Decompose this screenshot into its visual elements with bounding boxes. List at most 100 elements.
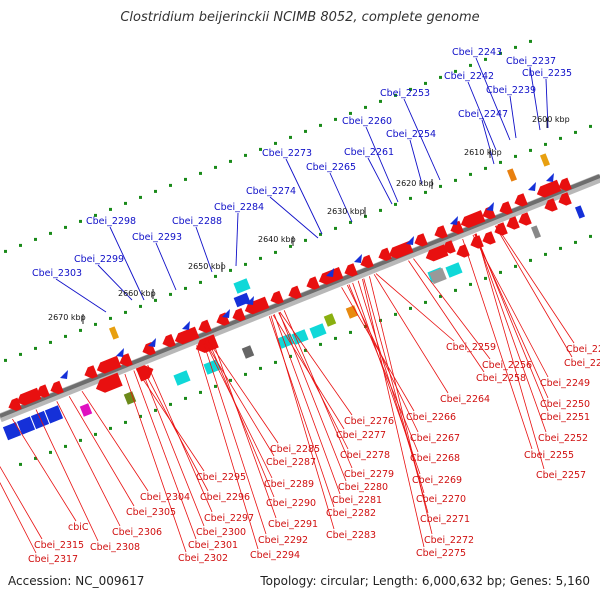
gene-arrow [546, 173, 554, 182]
gene-label: Cbei_2300 [196, 527, 246, 538]
gene-label: Cbei_2298 [86, 216, 136, 227]
gene-label: Cbei_2281 [332, 495, 382, 506]
gene-arrow [198, 319, 212, 333]
label-leader-line [109, 226, 145, 301]
accession-text: Accession: NC_009617 [8, 574, 145, 588]
gene-arrow [16, 387, 42, 406]
guide-dot [19, 243, 22, 247]
scale-ticks: 2600 kbp 2610 kbp 2620 kbp 2630 kbp 2640 kbp… [48, 115, 570, 324]
guide-dot [139, 304, 142, 308]
label-leader-line [348, 284, 419, 453]
gene-arrow [536, 179, 562, 198]
gene-block [277, 333, 295, 349]
label-leader-line [12, 418, 77, 522]
gene-label: Cbei_2282 [326, 508, 376, 519]
label-leader-line [509, 95, 517, 139]
gene-label: Cbei_2280 [338, 482, 388, 493]
gene-arrow [270, 290, 284, 305]
gene-label: Cbei_2303 [32, 268, 82, 279]
gene-label: Cbei_2297 [204, 513, 254, 524]
gene-label: Cbei_2279 [344, 469, 394, 480]
gene-arrow [116, 348, 124, 357]
gene-label: Cbei_2250 [540, 399, 590, 410]
gene-block [44, 405, 64, 424]
gene-label: cbiC [68, 522, 89, 533]
scale-tick-label: 2630 kbp [327, 207, 365, 216]
label-leader-line [481, 119, 495, 165]
gene-label: Cbei_2292 [258, 535, 308, 546]
gene-label: Cbei_2248 [564, 358, 600, 369]
guide-dot [19, 462, 22, 466]
scale-tick-label: 2640 kbp [258, 235, 296, 244]
label-leader-lines [0, 57, 575, 554]
guide-dot [259, 366, 262, 370]
gene-label: Cbei_2269 [412, 475, 462, 486]
guide-dot [334, 117, 337, 121]
label-leader-line [140, 367, 205, 527]
gene-block [574, 205, 586, 219]
guide-dot [34, 237, 37, 241]
gene-label: Cbei_2293 [132, 232, 182, 243]
gene-arrow [482, 231, 496, 245]
gene-label: Cbei_2284 [214, 202, 264, 213]
label-leader-line [375, 273, 455, 342]
guide-dot [79, 219, 82, 223]
gene-arrow [306, 276, 320, 290]
guide-dot [79, 438, 82, 442]
gene-block [345, 305, 359, 319]
gene-block [79, 403, 93, 417]
gene-arrow [326, 268, 334, 277]
gene-label: Cbei_2294 [250, 550, 300, 561]
gene-label: Cbei_2276 [344, 416, 394, 427]
guide-dot [319, 123, 322, 127]
label-leader-line [141, 367, 209, 492]
guide-dot [124, 201, 127, 205]
gene-label: Cbei_2261 [344, 147, 394, 158]
gene-label: Cbei_2308 [90, 542, 140, 553]
guide-dot [109, 426, 112, 430]
gene-label: Cbei_2295 [196, 472, 246, 483]
guide-dot [349, 330, 352, 334]
gene-label: Cbei_2268 [410, 453, 460, 464]
gene-block [309, 323, 327, 339]
gene-arrow [162, 334, 176, 348]
label-leader-line [278, 312, 347, 482]
guide-dot [34, 456, 37, 460]
gene-label: Cbei_2257 [536, 470, 586, 481]
gene-block [241, 345, 255, 359]
gene-block [233, 292, 251, 308]
guide-dot [139, 195, 142, 199]
label-leader-line [285, 158, 323, 235]
gene-label: Cbei_2235 [522, 68, 572, 79]
guide-dot [259, 256, 262, 260]
gene-arrow [148, 338, 156, 347]
label-leader-line [155, 242, 177, 291]
guide-dot [559, 246, 562, 250]
label-leader-line [474, 233, 547, 433]
guide-dot [574, 240, 577, 244]
guide-dot [229, 378, 232, 382]
gene-label: Cbei_2291 [268, 519, 318, 530]
gene-arrow [499, 201, 513, 215]
gene-arrow [50, 380, 64, 395]
gene-arrow [486, 202, 494, 211]
guide-dot [394, 202, 397, 206]
gene-label: Cbei_2253 [380, 88, 430, 99]
gene-arrow [558, 192, 572, 206]
guide-dot [4, 249, 7, 253]
label-leader-line [147, 364, 213, 513]
gene-arrow [506, 216, 520, 230]
gene-block [108, 326, 120, 340]
guide-dot [544, 142, 547, 146]
label-leader-line [495, 225, 575, 344]
guide-dot [409, 87, 412, 91]
guide-dot [394, 312, 397, 316]
guide-dot [184, 177, 187, 181]
guide-dot [484, 166, 487, 170]
guide-dot [484, 276, 487, 280]
label-leader-line [97, 264, 133, 301]
label-leader-line [204, 341, 273, 479]
gene-label: Cbei_2315 [34, 540, 84, 551]
label-leader-line [278, 312, 349, 450]
